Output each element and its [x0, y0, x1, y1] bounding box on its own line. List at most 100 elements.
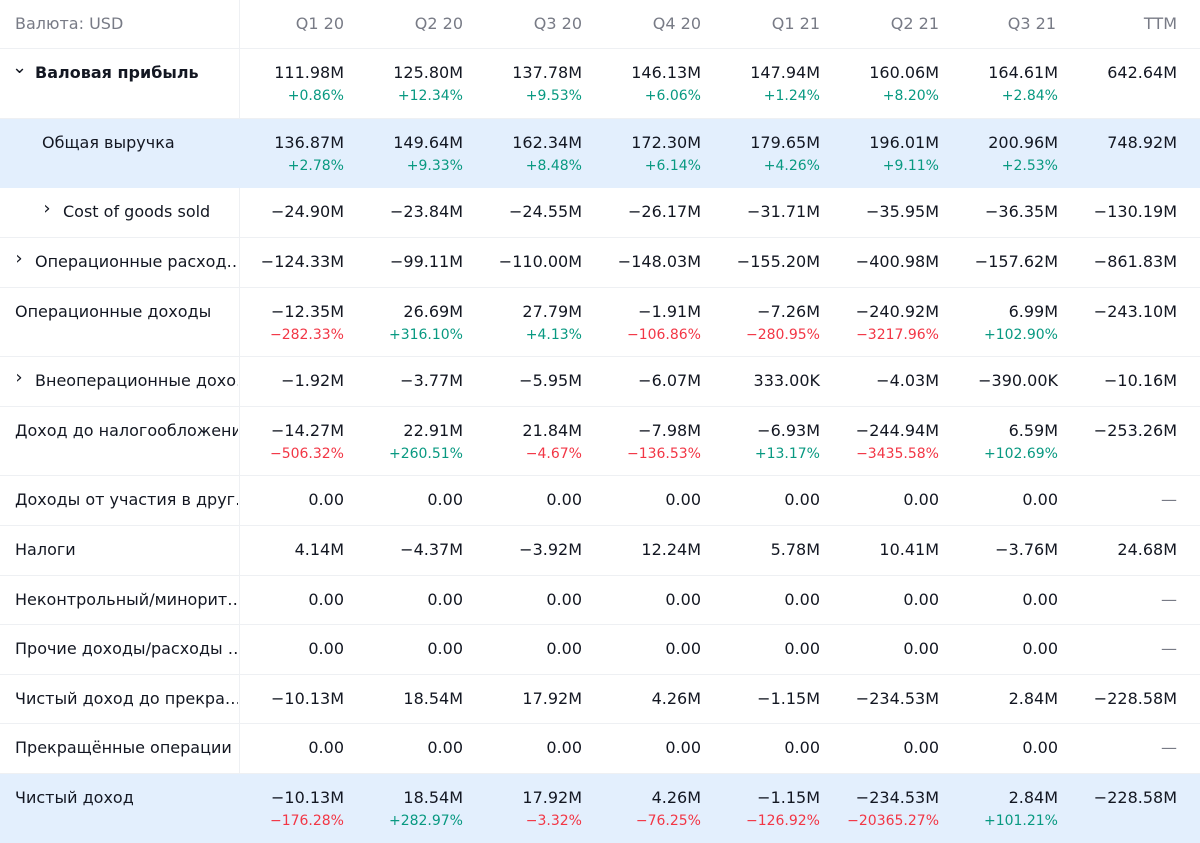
cell-value: 0.00 [546, 490, 582, 509]
cell-value: −390.00K [978, 371, 1058, 390]
value-cell: −26.17M [581, 202, 701, 222]
value-cell: −3.77M [343, 371, 463, 391]
value-cell: −244.94M −3435.58% [819, 421, 939, 463]
cell-change-percent: +1.24% [763, 88, 820, 104]
table-row[interactable]: › Cost of goods sold −24.90M −23.84M −24.55M… [0, 188, 1200, 238]
column-header-q1-20[interactable]: Q1 20 [224, 14, 344, 34]
value-cell: 0.00 [700, 639, 820, 659]
row-label: Налоги [15, 540, 76, 559]
cell-value: 0.00 [546, 738, 582, 757]
cell-value: 136.87M [274, 133, 344, 152]
cell-value: 0.00 [903, 639, 939, 658]
value-cell: 137.78M +9.53% [462, 63, 582, 105]
value-cell: 0.00 [462, 639, 582, 659]
value-cell: — [1057, 738, 1177, 758]
cell-value: 0.00 [308, 738, 344, 757]
cell-change-percent: +102.69% [983, 446, 1058, 462]
cell-value: 10.41M [879, 540, 939, 559]
value-cell: 0.00 [581, 490, 701, 510]
row-label: Операционные доходы [15, 302, 212, 321]
value-cell: 0.00 [581, 738, 701, 758]
table-row[interactable]: ⌄ Валовая прибыль 111.98M +0.86% 125.80M +12.… [0, 49, 1200, 119]
cell-value: −7.26M [757, 302, 820, 321]
column-header-label: Q4 20 [652, 14, 701, 33]
cell-change-percent: −282.33% [269, 327, 344, 343]
cell-value: 21.84M [522, 421, 582, 440]
value-cell: −110.00M [462, 252, 582, 272]
value-cell: 0.00 [819, 639, 939, 659]
currency-cell: Валюта: USD [0, 0, 240, 48]
chevron-right-icon[interactable]: › [15, 367, 23, 388]
column-header-label: Q1 20 [295, 14, 344, 33]
column-header-q3-20[interactable]: Q3 20 [462, 14, 582, 34]
row-label-cell: › Cost of goods sold [0, 188, 240, 237]
chevron-right-icon[interactable]: › [15, 248, 23, 269]
table-row: Доходы от участия в друг… 0.00 0.00 0.00 0.0… [0, 476, 1200, 526]
table-row[interactable]: › Операционные расход… −124.33M −99.11M −110… [0, 238, 1200, 288]
value-cell: −36.35M [938, 202, 1058, 222]
column-header-q3-21[interactable]: Q3 21 [936, 14, 1056, 34]
value-cell: −234.53M −20365.27% [819, 788, 939, 830]
cell-value: 147.94M [750, 63, 820, 82]
cell-value: 0.00 [784, 639, 820, 658]
value-cell: 0.00 [700, 738, 820, 758]
value-cell: 642.64M [1057, 63, 1177, 83]
value-cell: 0.00 [700, 490, 820, 510]
column-header-q2-20[interactable]: Q2 20 [343, 14, 463, 34]
cell-value: −243.10M [1093, 302, 1177, 321]
cell-value: −35.95M [865, 202, 939, 221]
value-cell: −31.71M [700, 202, 820, 222]
currency-label: Валюта: USD [15, 14, 124, 33]
value-cell: 160.06M +8.20% [819, 63, 939, 105]
value-cell: −24.55M [462, 202, 582, 222]
column-header-q4-20[interactable]: Q4 20 [581, 14, 701, 34]
value-cell: 162.34M +8.48% [462, 133, 582, 175]
cell-change-percent: −126.92% [745, 813, 820, 829]
table-row: Операционные доходы −12.35M −282.33% 26.69M… [0, 288, 1200, 357]
cell-value: −228.58M [1093, 689, 1177, 708]
column-header-q2-21[interactable]: Q2 21 [819, 14, 939, 34]
chevron-right-icon[interactable]: › [43, 198, 51, 219]
value-cell: 0.00 [938, 639, 1058, 659]
cell-value: −3.92M [519, 540, 582, 559]
column-header-ttm[interactable]: TTM [1057, 14, 1177, 34]
value-cell: 4.26M −76.25% [581, 788, 701, 830]
table-row[interactable]: › Внеоперационные дохо… −1.92M −3.77M −5.95M… [0, 357, 1200, 407]
row-label: Cost of goods sold [63, 202, 211, 221]
cell-value: −3.77M [400, 371, 463, 390]
value-cell: −234.53M [819, 689, 939, 709]
row-label-cell: Доход до налогообложения [0, 407, 240, 475]
value-cell: −7.98M −136.53% [581, 421, 701, 463]
cell-value: 0.00 [308, 490, 344, 509]
chevron-down-icon[interactable]: ⌄ [12, 57, 28, 78]
cell-change-percent: −176.28% [269, 813, 344, 829]
cell-value: −130.19M [1093, 202, 1177, 221]
table-row: Прекращённые операции 0.00 0.00 0.00 0.00 0.0… [0, 724, 1200, 774]
cell-value: — [1161, 590, 1177, 609]
cell-value: 111.98M [274, 63, 344, 82]
cell-value: −1.15M [757, 689, 820, 708]
table-row: Прочие доходы/расходы … 0.00 0.00 0.00 0.00 0… [0, 625, 1200, 675]
column-header-q1-21[interactable]: Q1 21 [700, 14, 820, 34]
value-cell: −243.10M [1057, 302, 1177, 322]
cell-value: 172.30M [631, 133, 701, 152]
value-cell: 0.00 [343, 490, 463, 510]
value-cell: 10.41M [819, 540, 939, 560]
cell-change-percent: +0.86% [287, 88, 344, 104]
cell-value: −26.17M [627, 202, 701, 221]
value-cell: −3.92M [462, 540, 582, 560]
value-cell: −35.95M [819, 202, 939, 222]
cell-value: −6.93M [757, 421, 820, 440]
cell-value: 0.00 [665, 738, 701, 757]
cell-value: −31.71M [746, 202, 820, 221]
value-cell: — [1057, 639, 1177, 659]
value-cell: −240.92M −3217.96% [819, 302, 939, 344]
cell-value: 0.00 [665, 490, 701, 509]
cell-value: 27.79M [522, 302, 582, 321]
cell-value: −4.37M [400, 540, 463, 559]
cell-value: −1.92M [281, 371, 344, 390]
row-label-cell: Операционные доходы [0, 288, 240, 356]
cell-change-percent: +8.20% [882, 88, 939, 104]
cell-change-percent: +9.11% [882, 158, 939, 174]
column-header-label: Q2 20 [414, 14, 463, 33]
